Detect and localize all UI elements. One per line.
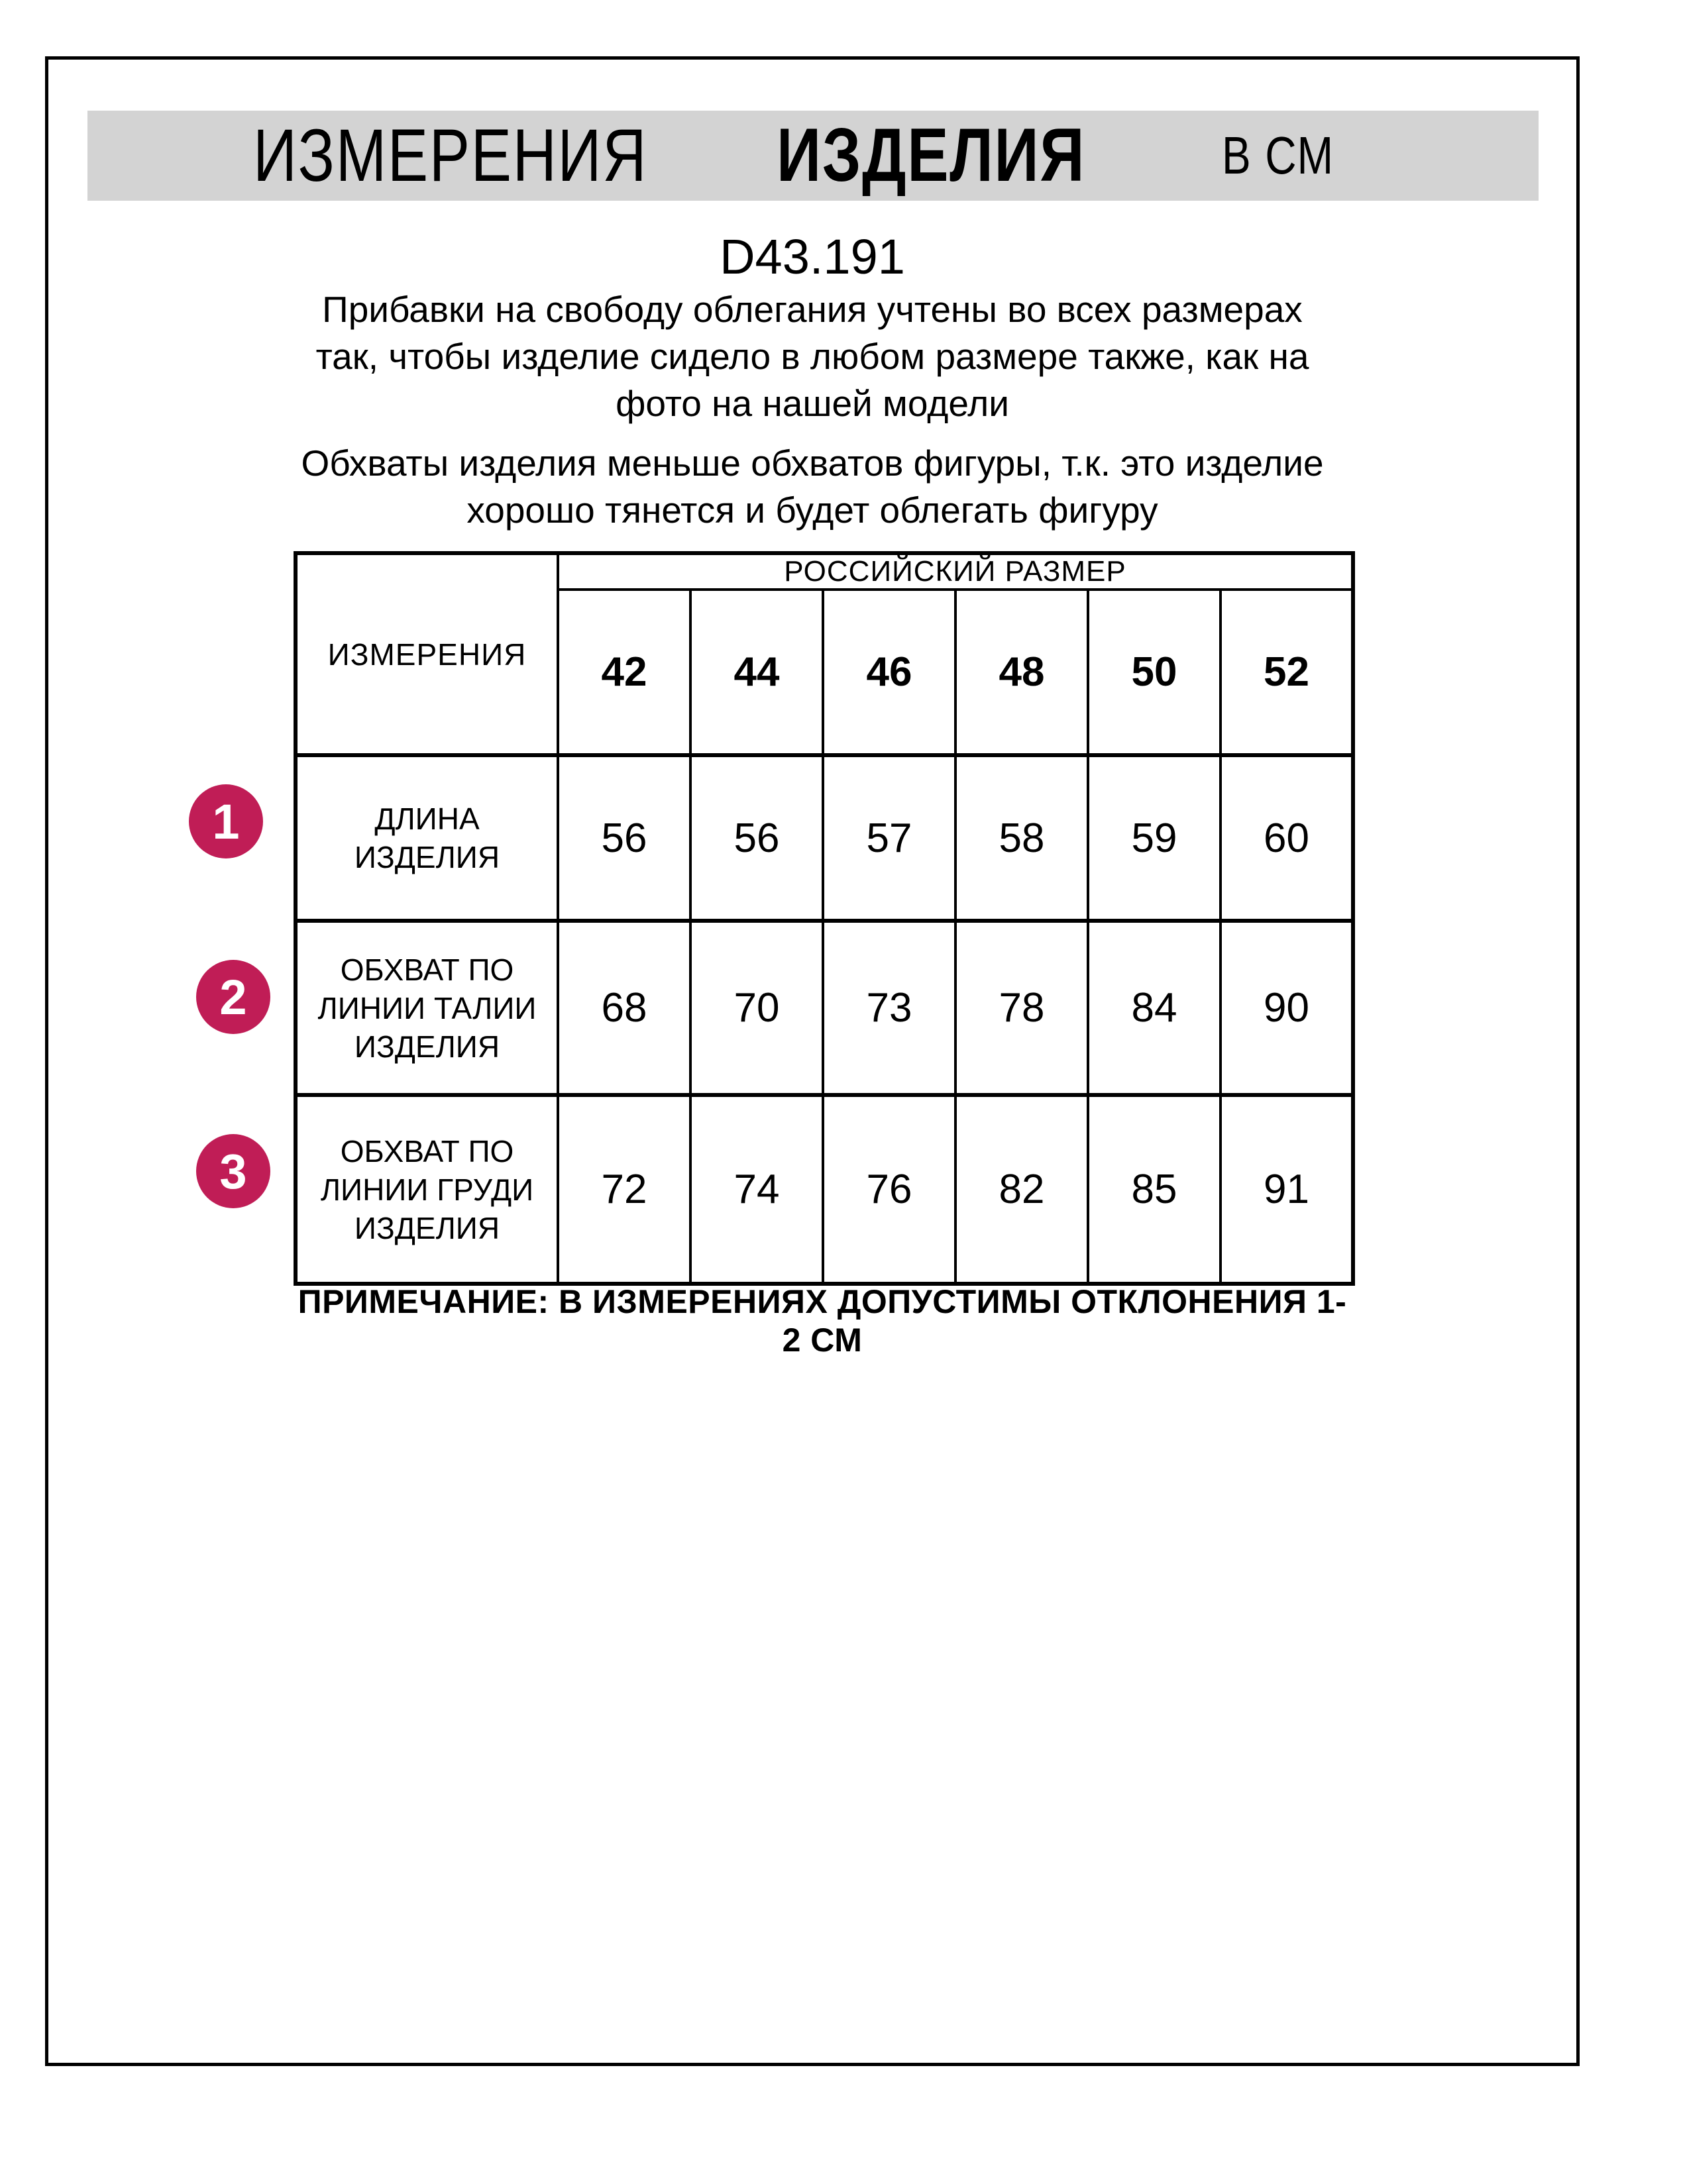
chest-value-52: 91 — [1219, 1093, 1355, 1285]
page-title-bar: ИЗМЕРЕНИЯ ИЗДЕЛИЯ В СМ — [87, 111, 1539, 201]
length-value-50: 59 — [1087, 753, 1222, 922]
measure-marker-2: 2 — [196, 960, 270, 1034]
table-row-chest: ОБХВАТ ПО ЛИНИИ ГРУДИ ИЗДЕЛИЯ 72 74 76 82 … — [294, 1093, 1355, 1285]
waist-value-42: 68 — [557, 919, 692, 1096]
intro-paragraph-stretch: Обхваты изделия меньше обхватов фигуры, … — [301, 442, 1324, 531]
length-value-46: 57 — [822, 753, 957, 922]
waist-value-50: 84 — [1087, 919, 1222, 1096]
row-label-length-text: ДЛИНА ИЗДЕЛИЯ — [354, 802, 500, 874]
waist-value-48: 78 — [954, 919, 1089, 1096]
row-label-chest-text: ОБХВАТ ПО ЛИНИИ ГРУДИ ИЗДЕЛИЯ — [320, 1133, 534, 1245]
size-table: ИЗМЕРЕНИЯ РОССИЙСКИЙ РАЗМЕР 42 44 46 48 … — [294, 551, 1356, 1286]
length-value-52: 60 — [1219, 753, 1355, 922]
length-value-44: 56 — [689, 753, 824, 922]
size-header-44: 44 — [689, 588, 824, 756]
chest-value-50: 85 — [1087, 1093, 1222, 1285]
waist-value-52: 90 — [1219, 919, 1355, 1096]
size-header-42: 42 — [557, 588, 692, 756]
measure-marker-1: 1 — [189, 784, 263, 858]
row-label-chest: ОБХВАТ ПО ЛИНИИ ГРУДИ ИЗДЕЛИЯ — [294, 1093, 559, 1285]
intro-paragraph-fit: Прибавки на свободу облегания учтены во … — [315, 289, 1309, 424]
table-row-length: ДЛИНА ИЗДЕЛИЯ 56 56 57 58 59 60 — [294, 753, 1355, 922]
page-title-product: ИЗДЕЛИЯ — [777, 113, 1086, 197]
row-label-length: ДЛИНА ИЗДЕЛИЯ — [294, 753, 559, 922]
column-header-russian-size: РОССИЙСКИЙ РАЗМЕР — [556, 552, 1355, 591]
size-header-50: 50 — [1087, 588, 1222, 756]
column-header-measurements: ИЗМЕРЕНИЯ — [294, 552, 559, 756]
length-value-42: 56 — [557, 753, 692, 922]
measure-marker-3: 3 — [196, 1134, 270, 1208]
chest-value-44: 74 — [689, 1093, 824, 1285]
waist-value-44: 70 — [689, 919, 824, 1096]
product-code: D43.191 — [720, 229, 905, 284]
page-title-measurements: ИЗМЕРЕНИЯ — [253, 114, 648, 197]
size-header-46: 46 — [822, 588, 957, 756]
row-label-waist: ОБХВАТ ПО ЛИНИИ ТАЛИИ ИЗДЕЛИЯ — [294, 919, 559, 1096]
size-header-48: 48 — [954, 588, 1089, 756]
chest-value-42: 72 — [557, 1093, 692, 1285]
table-row-sizes: 42 44 46 48 50 52 — [296, 588, 1355, 756]
table-row-size-group: ИЗМЕРЕНИЯ РОССИЙСКИЙ РАЗМЕР — [294, 552, 1355, 756]
size-header-52: 52 — [1219, 588, 1355, 756]
chest-value-46: 76 — [822, 1093, 957, 1285]
tolerance-note: ПРИМЕЧАНИЕ: В ИЗМЕРЕНИЯХ ДОПУСТИМЫ ОТКЛО… — [298, 1283, 1347, 1359]
waist-value-46: 73 — [822, 919, 957, 1096]
length-value-48: 58 — [954, 753, 1089, 922]
chest-value-48: 82 — [954, 1093, 1089, 1285]
page-title-units: В СМ — [1222, 126, 1334, 185]
table-row-waist: ОБХВАТ ПО ЛИНИИ ТАЛИИ ИЗДЕЛИЯ 68 70 73 78 … — [294, 919, 1355, 1096]
row-label-waist-text: ОБХВАТ ПО ЛИНИИ ТАЛИИ ИЗДЕЛИЯ — [317, 952, 537, 1064]
